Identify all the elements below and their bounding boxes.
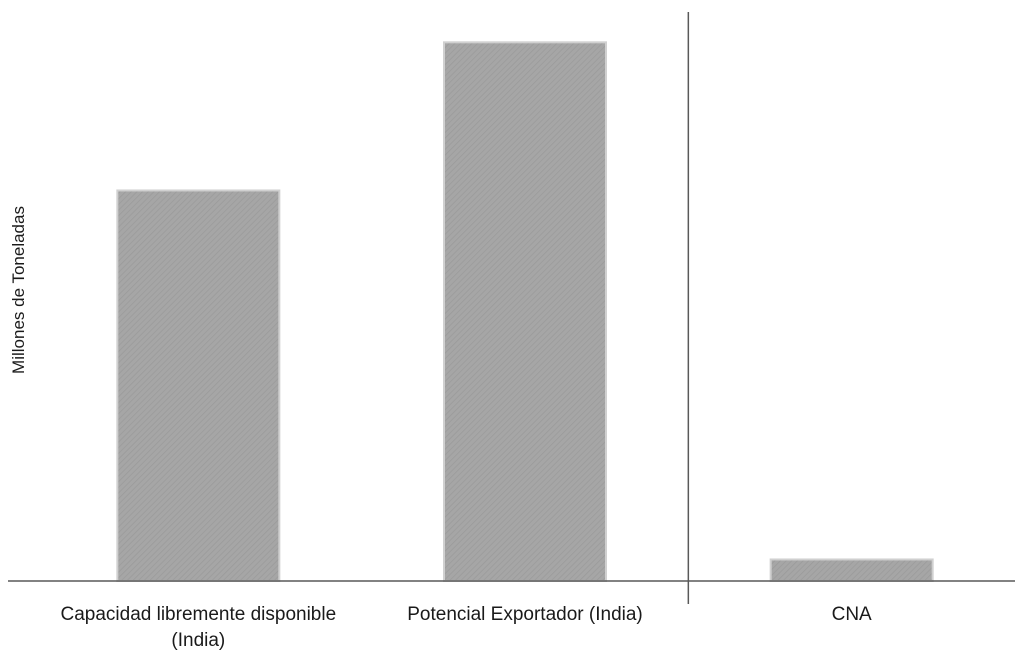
bars-group: [116, 41, 934, 583]
x-tick-label-line: (India): [171, 630, 225, 651]
x-tick-label-3: CNA: [832, 604, 872, 625]
bar-2: [443, 41, 607, 583]
x-tick-label-line: Potencial Exportador (India): [407, 604, 643, 625]
x-tick-label-line: CNA: [832, 604, 872, 625]
y-axis-title: Millones de Toneladas: [9, 206, 28, 374]
x-axis-tick-labels: Capacidad libremente disponible (India) Po…: [60, 604, 872, 651]
x-tick-label-line: Capacidad libremente disponible: [60, 604, 336, 625]
bar-3: [769, 558, 934, 582]
bar-1: [116, 189, 281, 582]
x-tick-label-1: Capacidad libremente disponible (India): [60, 604, 336, 651]
x-tick-label-2: Potencial Exportador (India): [407, 604, 643, 625]
